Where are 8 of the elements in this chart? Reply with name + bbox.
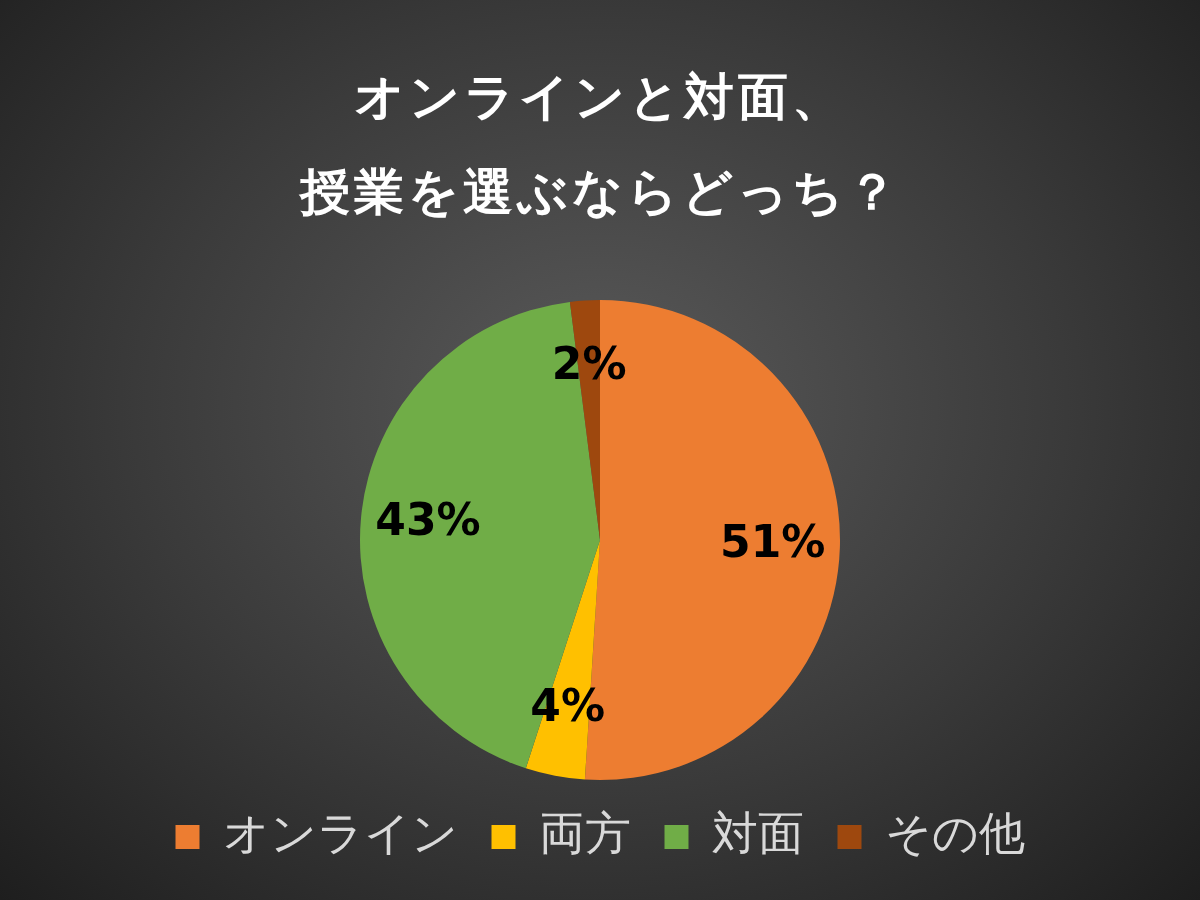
legend-label: 両方 (538, 805, 631, 860)
legend-label: 対面 (711, 805, 804, 860)
data-label: 43% (375, 494, 481, 546)
legend-label: オンライン (222, 805, 458, 860)
data-label: 51% (720, 515, 826, 567)
data-label: 2% (551, 337, 627, 389)
chart-title: オンラインと対面、授業を選ぶならどっち？ (298, 67, 902, 223)
legend-label: その他 (884, 805, 1025, 860)
